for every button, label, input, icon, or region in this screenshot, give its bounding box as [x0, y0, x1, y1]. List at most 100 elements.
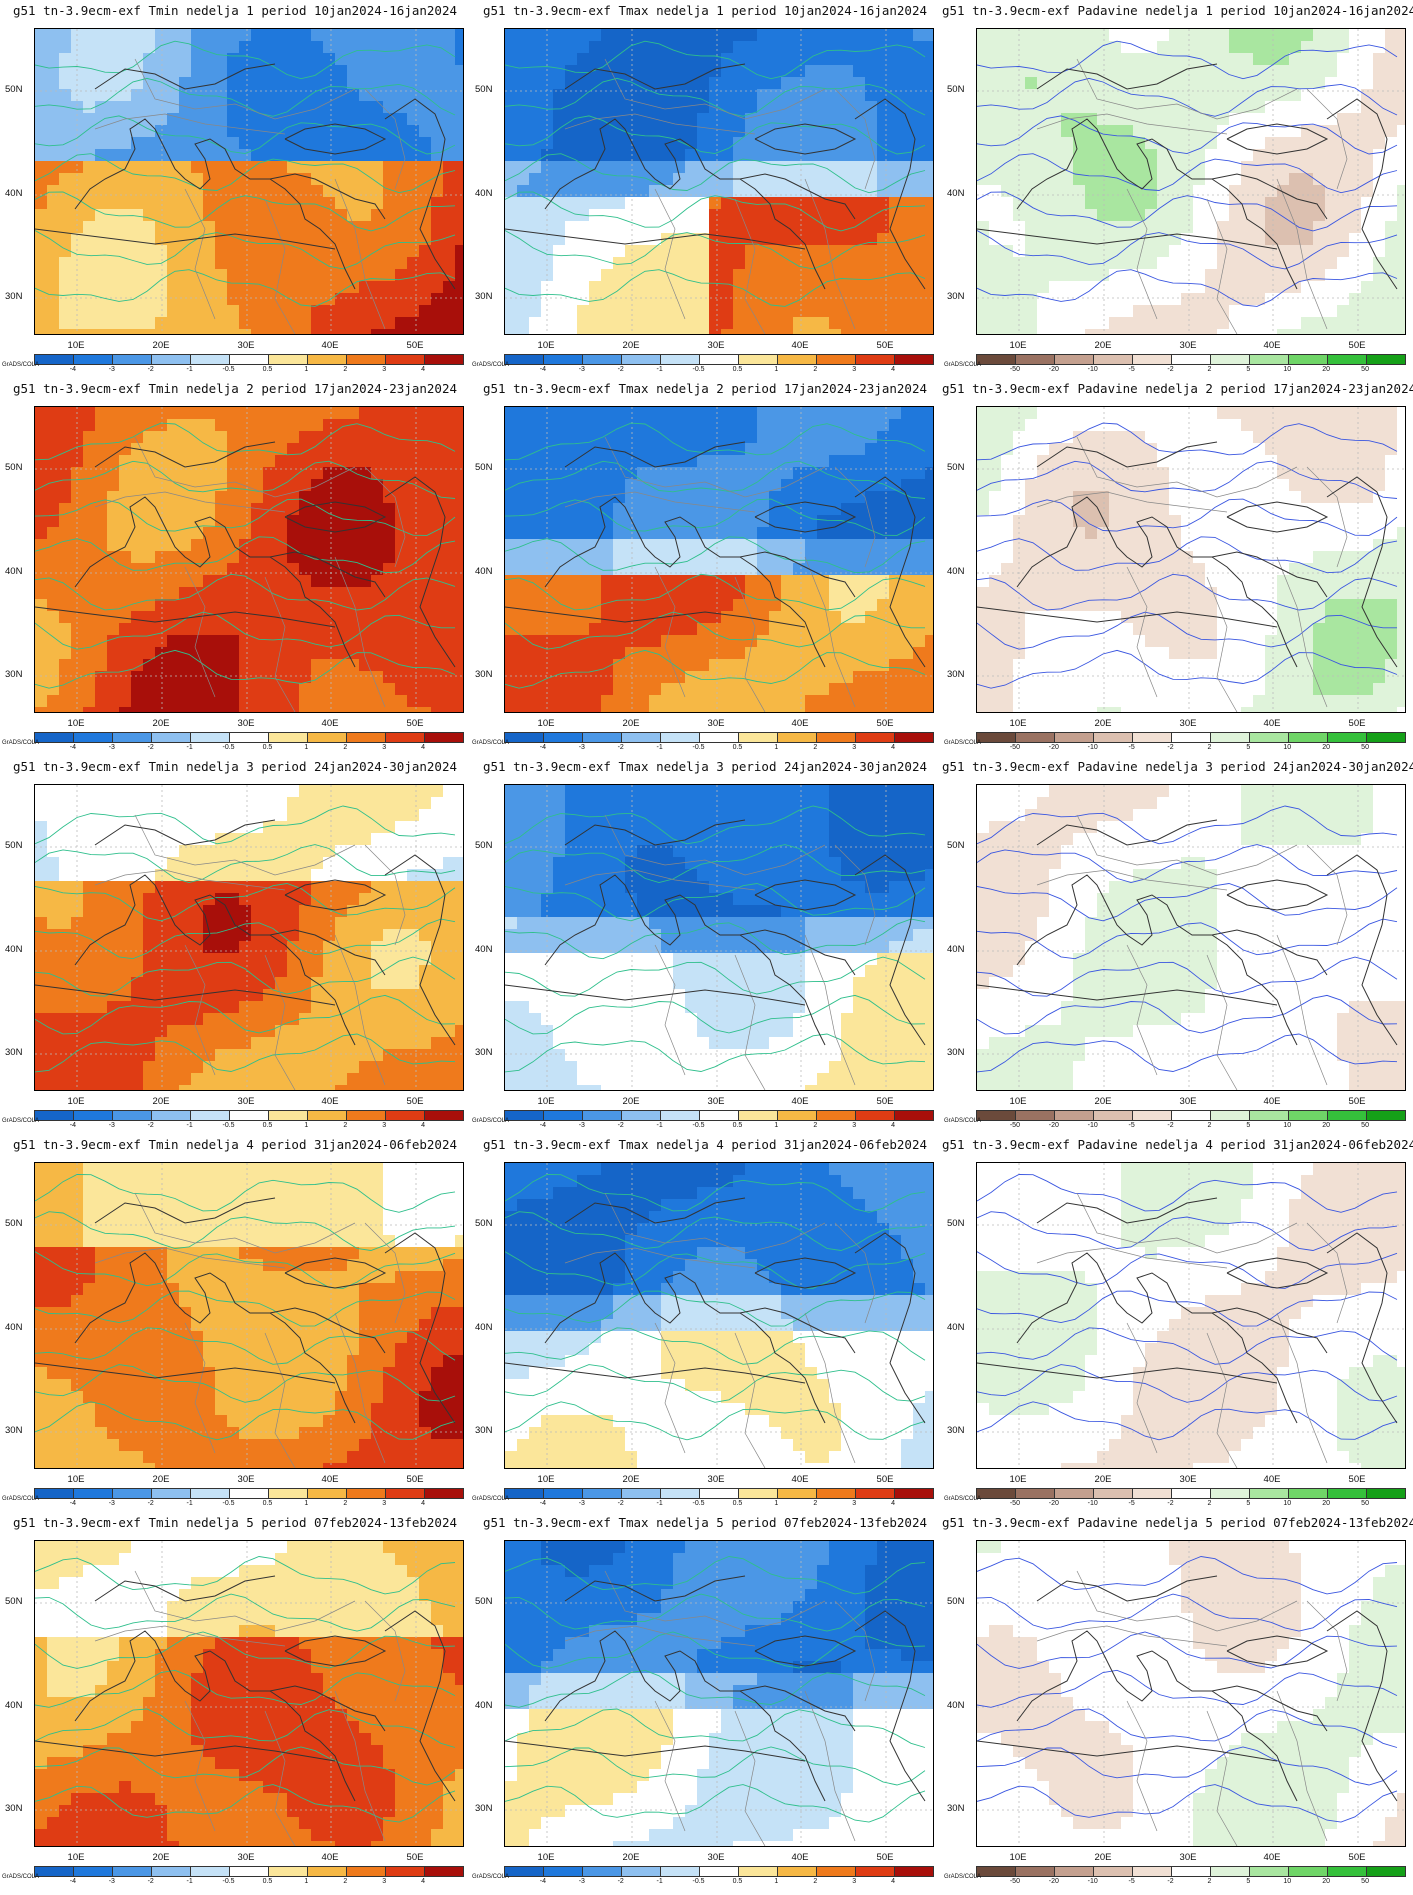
shaded-cell [1385, 101, 1397, 113]
shaded-cell [517, 257, 529, 269]
shaded-cell [395, 503, 407, 515]
shaded-cell [1049, 455, 1061, 467]
shaded-cell [913, 101, 925, 113]
shaded-cell [263, 161, 275, 173]
shaded-cell [853, 611, 865, 623]
shaded-cell [167, 551, 179, 563]
shaded-cell [805, 77, 817, 89]
shaded-cell [1061, 245, 1073, 257]
shaded-cell [311, 293, 323, 305]
shaded-cell [733, 599, 745, 611]
shaded-cell [853, 491, 865, 503]
shaded-cell [239, 575, 251, 587]
shaded-cell [709, 29, 721, 41]
shaded-cell [901, 515, 913, 527]
shaded-cell [817, 269, 829, 281]
shaded-cell [1049, 29, 1061, 41]
shaded-cell [1277, 221, 1289, 233]
shaded-cell [757, 707, 769, 712]
shaded-cell [119, 419, 131, 431]
shaded-cell [407, 125, 419, 137]
shaded-cell [709, 623, 721, 635]
shaded-cell [47, 209, 59, 221]
shaded-cell [601, 491, 613, 503]
shaded-cell [793, 575, 805, 587]
shaded-cell [745, 695, 757, 707]
shaded-cell [443, 101, 455, 113]
shaded-cell [347, 281, 359, 293]
shaded-cell [685, 245, 697, 257]
shaded-cell [577, 635, 589, 647]
shaded-cell [227, 101, 239, 113]
shaded-cell [1109, 197, 1121, 209]
shaded-cell [47, 77, 59, 89]
shaded-cell [155, 431, 167, 443]
shaded-cell [649, 281, 661, 293]
shaded-cell [925, 671, 933, 683]
shaded-cell [709, 293, 721, 305]
shaded-cell [59, 515, 71, 527]
shaded-cell [323, 575, 335, 587]
shaded-cell [443, 563, 455, 575]
shaded-cell [1145, 443, 1157, 455]
shaded-cell [709, 149, 721, 161]
shaded-cell [179, 197, 191, 209]
shaded-cell [191, 707, 203, 712]
shaded-cell [1025, 407, 1037, 419]
shaded-cell [215, 431, 227, 443]
shaded-cell [371, 281, 383, 293]
shaded-cell [1109, 149, 1121, 161]
shaded-cell [419, 329, 431, 334]
shaded-cell [1361, 491, 1373, 503]
shaded-cell [371, 455, 383, 467]
shaded-cell [805, 527, 817, 539]
shaded-cell [83, 659, 95, 671]
shaded-cell [347, 455, 359, 467]
shaded-cell [119, 443, 131, 455]
shaded-cell [553, 209, 565, 221]
shaded-cell [817, 173, 829, 185]
shaded-cell [853, 305, 865, 317]
shaded-cell [769, 479, 781, 491]
shaded-cell [577, 575, 589, 587]
shaded-cell [757, 281, 769, 293]
shaded-cell [1385, 539, 1397, 551]
shaded-cell [913, 41, 925, 53]
shaded-cell [541, 455, 553, 467]
shaded-cell [47, 563, 59, 575]
shaded-cell [131, 659, 143, 671]
shaded-cell [529, 503, 541, 515]
shaded-cell [419, 671, 431, 683]
shaded-cell [649, 611, 661, 623]
colorbar-swatch [856, 733, 895, 742]
shaded-cell [455, 245, 463, 257]
shaded-cell [287, 161, 299, 173]
shaded-cell [829, 101, 841, 113]
shaded-cell [227, 683, 239, 695]
shaded-cell [119, 197, 131, 209]
shaded-cell [1073, 269, 1085, 281]
shaded-cell [889, 257, 901, 269]
shaded-cell [769, 329, 781, 334]
shaded-cell [721, 125, 733, 137]
shaded-cell [1061, 563, 1073, 575]
shaded-cell [925, 77, 933, 89]
shaded-cell [925, 563, 933, 575]
shaded-cell [1049, 575, 1061, 587]
shaded-cell [179, 515, 191, 527]
shaded-cell [589, 455, 601, 467]
shaded-cell [407, 137, 419, 149]
shaded-cell [419, 503, 431, 515]
shaded-cell [913, 491, 925, 503]
shaded-cell [35, 515, 47, 527]
shaded-cell [517, 491, 529, 503]
shaded-cell [1241, 53, 1253, 65]
colorbar-tick-label: 1 [304, 366, 309, 373]
shaded-cell [311, 41, 323, 53]
shaded-cell [829, 329, 841, 334]
shaded-cell [1061, 233, 1073, 245]
shaded-cell [889, 29, 901, 41]
shaded-cell [1325, 245, 1337, 257]
shaded-cell [131, 293, 143, 305]
shaded-cell [505, 707, 517, 712]
